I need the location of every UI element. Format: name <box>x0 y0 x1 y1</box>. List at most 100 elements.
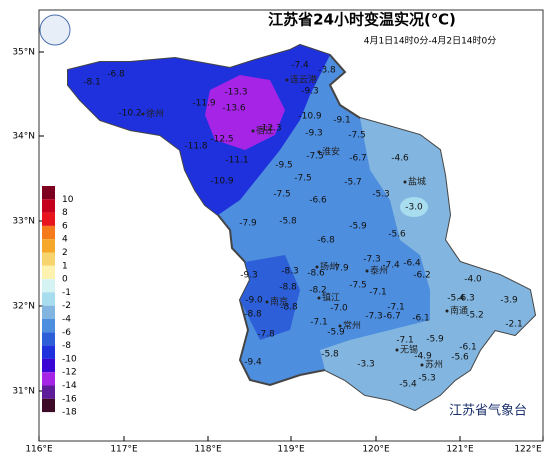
station-value: -6.1 <box>412 314 430 324</box>
station-value: -6.3 <box>457 294 475 304</box>
lon-label: 119°E <box>277 445 305 455</box>
city-name: 泰州 <box>370 265 388 277</box>
city-name: 苏州 <box>425 359 443 371</box>
station-value: -6.8 <box>107 70 125 80</box>
station-value: -5.4 <box>447 294 465 304</box>
legend-swatch <box>42 332 55 346</box>
station-value: -7.1 <box>387 303 405 313</box>
station-value: -5.8 <box>321 350 339 360</box>
legend-swatch <box>42 212 55 226</box>
legend-swatch <box>42 252 55 266</box>
station-value: -9.1 <box>333 116 351 126</box>
station-value: -8.8 <box>279 283 297 293</box>
city-dot <box>420 363 424 367</box>
subtitle: 4月1日14时0分-4月2日14时0分 <box>364 35 497 47</box>
station-value: -10.9 <box>210 177 234 187</box>
legend-label: -14 <box>62 381 77 391</box>
city-name: 连云港 <box>290 74 317 86</box>
station-value: -7.5 <box>294 174 312 184</box>
station-value: -6.6 <box>309 196 327 206</box>
station-value: -7.9 <box>331 264 349 274</box>
legend-swatch <box>42 358 55 373</box>
lon-label: 121°E <box>446 445 474 455</box>
lat-label: 32°N <box>12 302 35 312</box>
station-value: -3.3 <box>357 360 375 370</box>
legend-swatch <box>42 385 55 399</box>
station-value: -6.7 <box>383 312 401 322</box>
city-name: 常州 <box>343 320 361 332</box>
layer: 35°N 34°N 33°N 32°N 31°N 116°E 117°E 118°E 119°E… <box>12 48 544 455</box>
station-value: -9.3 <box>240 271 258 281</box>
city-dot <box>338 324 342 328</box>
station-value: -10.2 <box>118 109 141 119</box>
station-value: -9.5 <box>275 161 293 171</box>
city-dot <box>317 296 321 300</box>
city-name: 淮安 <box>322 146 340 158</box>
city-name: 南通 <box>450 305 468 317</box>
city-dot <box>445 309 449 313</box>
city-dot <box>403 180 407 184</box>
station-value: -11.1 <box>225 156 248 166</box>
station-value: -7.5 <box>273 190 291 200</box>
station-value: -5.2 <box>466 311 484 321</box>
legend-label: 2 <box>62 248 68 258</box>
legend-swatch <box>42 239 55 253</box>
station-value: -6.1 <box>459 343 477 353</box>
legend-label: 4 <box>62 235 68 245</box>
station-value: -4.0 <box>464 275 482 285</box>
station-value: -7.1 <box>396 336 414 346</box>
station-value: -5.9 <box>426 335 444 345</box>
logo <box>39 14 71 46</box>
lon-label: 117°E <box>110 445 138 455</box>
station-value: -6.2 <box>413 271 431 281</box>
station-value: -10.9 <box>298 112 322 122</box>
station-value: -5.3 <box>418 374 436 384</box>
station-value: -7.1 <box>369 288 387 298</box>
agency: 江苏省气象台 <box>449 403 527 419</box>
lon-label: 118°E <box>194 445 222 455</box>
city-dot <box>315 265 319 269</box>
station-value: -5.6 <box>451 353 469 363</box>
station-value: -13.6 <box>222 104 246 114</box>
legend-swatch <box>42 305 55 319</box>
station-value: -6.4 <box>403 259 421 269</box>
station-value: -7.4 <box>382 261 400 271</box>
legend-label: -16 <box>62 394 77 404</box>
legend-swatch <box>42 319 55 333</box>
legend-swatch <box>42 225 55 240</box>
city-dot <box>317 150 321 154</box>
station-value: -7.1 <box>310 318 328 328</box>
lat-label: 35°N <box>12 48 35 58</box>
station-value: -3.9 <box>500 296 518 306</box>
station-value: -8.2 <box>309 286 327 296</box>
station-value: -6.7 <box>349 154 367 164</box>
station-value: -8.8 <box>280 303 298 313</box>
warm-spot <box>400 197 428 217</box>
legend-label: -10 <box>62 354 77 364</box>
station-value: -7.5 <box>349 281 367 291</box>
station-value: -7.9 <box>239 219 257 229</box>
city-name: 宿迁 <box>256 125 274 137</box>
station-value: -5.3 <box>372 190 390 200</box>
station-value: -7.4 <box>291 61 309 71</box>
station-value: -13.3 <box>224 88 247 98</box>
station-value: -5.6 <box>388 230 406 240</box>
station-value: -12.3 <box>258 124 281 134</box>
city-name: 镇江 <box>322 292 340 304</box>
station-value: -5.4 <box>399 380 417 390</box>
station-value: -7.0 <box>330 304 348 314</box>
legend-label: 0 <box>62 275 68 285</box>
legend-swatch <box>42 345 55 359</box>
station-value: -12.5 <box>210 135 233 145</box>
station-value: -8.3 <box>281 267 299 277</box>
city-dot <box>265 300 269 304</box>
station-value: -2.1 <box>505 320 523 330</box>
legend-label: -18 <box>62 408 77 418</box>
legend-label: -2 <box>62 301 71 311</box>
station-value: -8.1 <box>83 78 101 88</box>
title: 江苏省24小时变温实况(℃) <box>268 11 456 29</box>
cold-region-south <box>240 255 300 340</box>
legend-label: 1 <box>62 261 68 271</box>
city-dot <box>141 112 145 116</box>
legend-swatch <box>42 398 55 413</box>
